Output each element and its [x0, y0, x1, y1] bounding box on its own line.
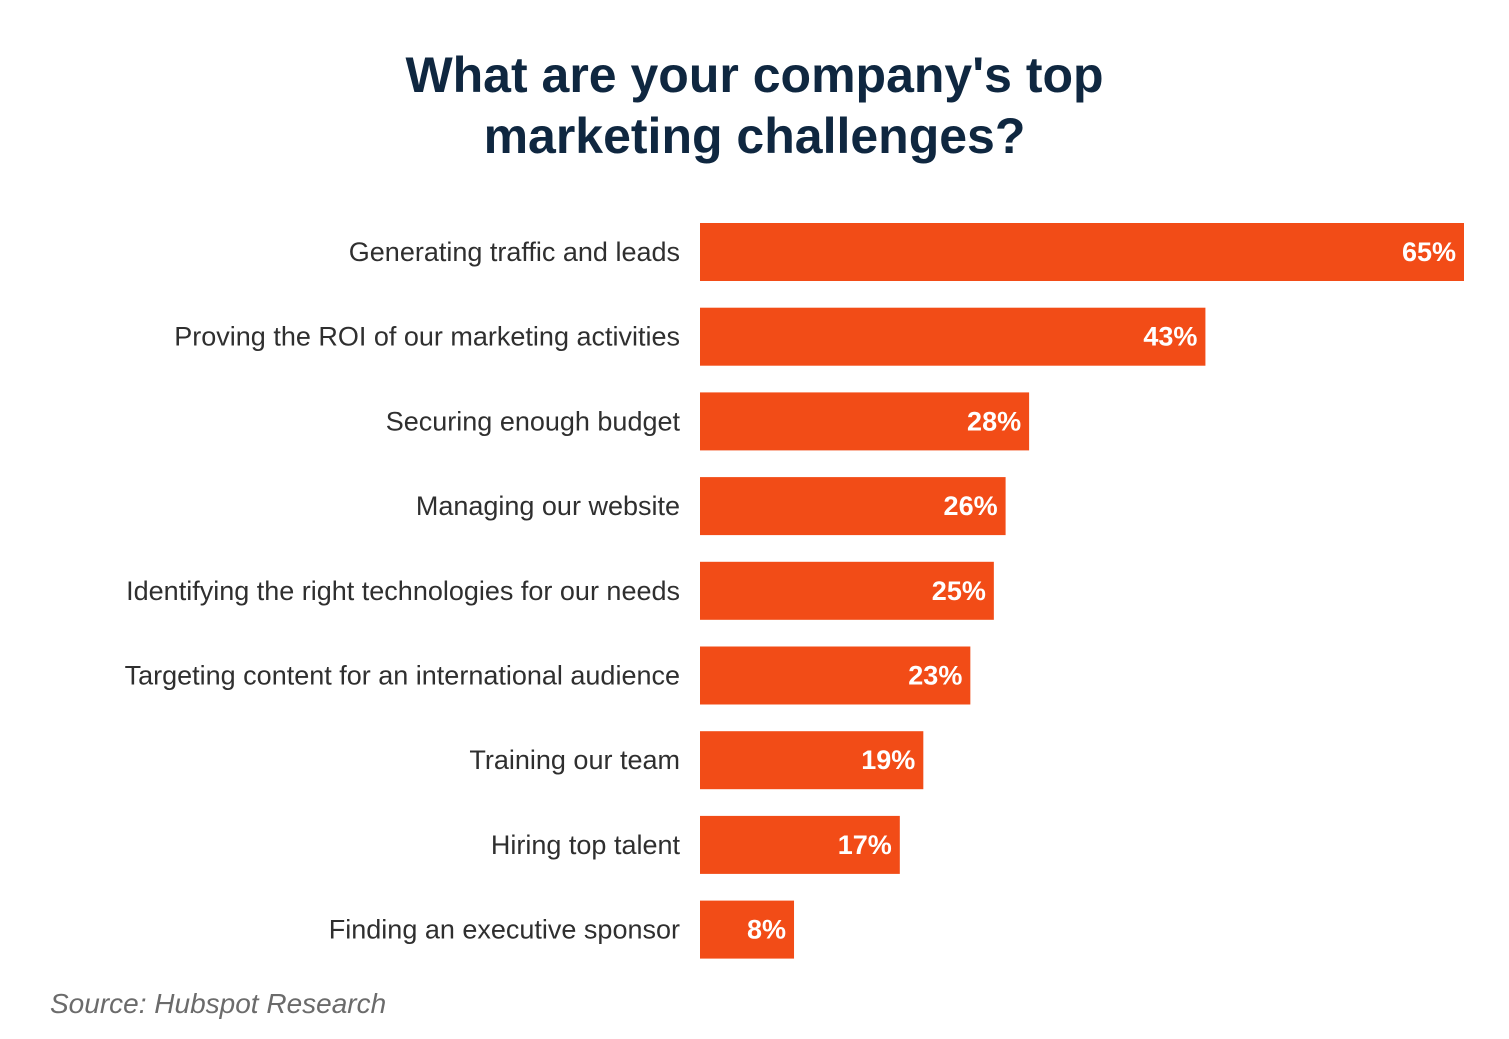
bar-row: Proving the ROI of our marketing activit… — [174, 307, 1206, 366]
category-label: Generating traffic and leads — [349, 237, 680, 267]
value-label: 28% — [967, 406, 1021, 436]
category-label: Finding an executive sponsor — [329, 915, 680, 945]
bar-row: Managing our website 26% — [416, 477, 1006, 536]
bar-row: Identifying the right technologies for o… — [126, 561, 994, 620]
bar — [700, 731, 924, 790]
bar — [700, 392, 1030, 451]
category-label: Training our team — [469, 745, 680, 775]
value-label: 26% — [944, 491, 998, 521]
bar — [700, 223, 1464, 281]
value-label: 25% — [932, 576, 986, 606]
bar-row: Securing enough budget 28% — [386, 392, 1030, 451]
bar-row: Finding an executive sponsor 8% — [329, 900, 795, 959]
bar — [700, 561, 994, 620]
bar — [700, 900, 795, 959]
value-label: 19% — [861, 745, 915, 775]
value-label: 65% — [1402, 237, 1456, 267]
value-label: 23% — [908, 661, 962, 691]
bar-row: Training our team 19% — [469, 731, 924, 790]
bar — [700, 307, 1206, 366]
category-label: Targeting content for an international a… — [125, 661, 680, 691]
value-label: 8% — [747, 915, 786, 945]
category-label: Identifying the right technologies for o… — [126, 576, 680, 606]
category-label: Managing our website — [416, 491, 680, 521]
category-label: Securing enough budget — [386, 406, 681, 436]
bar — [700, 815, 900, 874]
bar — [700, 477, 1006, 536]
chart-title-line-1: What are your company's top — [405, 47, 1104, 103]
value-label: 17% — [838, 830, 892, 860]
bar-row: Hiring top talent 17% — [491, 815, 900, 874]
category-label: Hiring top talent — [491, 830, 681, 860]
value-label: 43% — [1143, 322, 1197, 352]
bar — [700, 646, 971, 705]
bar-row: Generating traffic and leads 65% — [349, 223, 1464, 281]
bar-row: Targeting content for an international a… — [125, 646, 971, 705]
chart-title-line-2: marketing challenges? — [483, 108, 1026, 164]
category-label: Proving the ROI of our marketing activit… — [174, 322, 680, 352]
source-note: Source: Hubspot Research — [50, 988, 387, 1019]
